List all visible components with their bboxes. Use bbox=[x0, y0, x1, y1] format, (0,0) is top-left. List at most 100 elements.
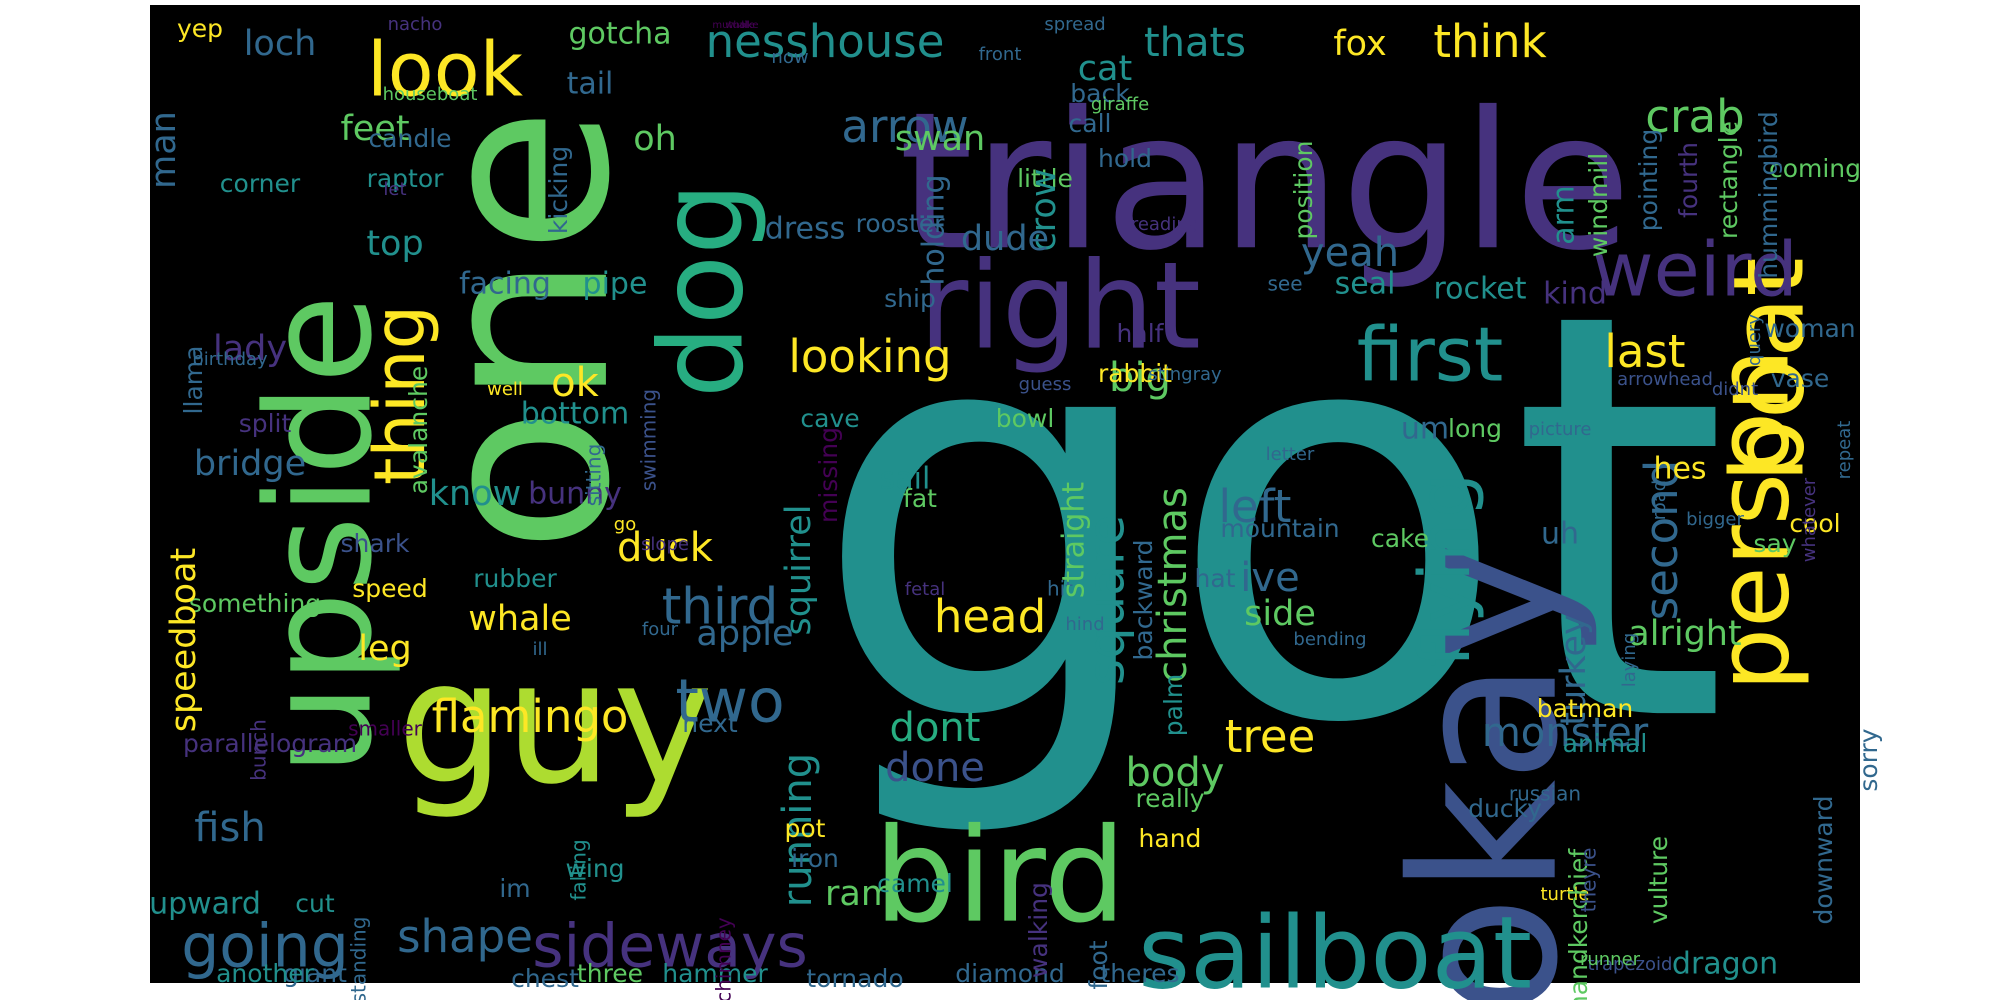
word-sorry: sorry bbox=[1854, 728, 1883, 791]
word-upward: upward bbox=[149, 887, 261, 922]
word-dont: dont bbox=[890, 705, 981, 751]
word-coming: coming bbox=[1769, 154, 1861, 183]
word-vulture: vulture bbox=[1644, 836, 1673, 924]
word-ill: ill bbox=[532, 639, 547, 660]
word-second: second bbox=[1635, 460, 1688, 621]
word-christmas: christmas bbox=[1150, 487, 1196, 683]
word-gotcha: gotcha bbox=[568, 17, 671, 52]
word-houseboat: houseboat bbox=[383, 84, 478, 105]
word-didnt: didnt bbox=[1712, 379, 1758, 400]
word-know: know bbox=[429, 474, 522, 514]
word-hummingbird: hummingbird bbox=[1754, 111, 1783, 279]
word-speedboat: speedboat bbox=[164, 548, 204, 733]
word-diamond: diamond bbox=[955, 959, 1065, 988]
word-another: another bbox=[216, 959, 314, 988]
word-sideways: sideways bbox=[532, 912, 808, 982]
word-straight: straight bbox=[1057, 482, 1092, 599]
word-right: right bbox=[919, 238, 1201, 377]
word-wing: wing bbox=[565, 854, 624, 883]
word-third: third bbox=[662, 578, 779, 636]
word-tail: tail bbox=[567, 67, 614, 102]
word-nacho: nacho bbox=[388, 14, 443, 35]
word-hit: hit bbox=[1047, 577, 1073, 601]
word-arm: arm bbox=[1547, 185, 1582, 244]
word-bigger: bigger bbox=[1686, 509, 1744, 530]
word-dragon: dragon bbox=[1672, 947, 1778, 982]
word-spread: spread bbox=[1044, 14, 1105, 35]
word-animal: animal bbox=[1563, 729, 1648, 758]
word-ive: ive bbox=[1240, 555, 1299, 601]
word-smaller: smaller bbox=[348, 717, 423, 741]
word-llama: llama bbox=[179, 346, 208, 415]
word-query: query bbox=[1744, 314, 1765, 366]
word-dude: dude bbox=[961, 219, 1049, 259]
word-pot: pot bbox=[785, 814, 826, 843]
word-three: three bbox=[577, 959, 643, 988]
word-now: now bbox=[771, 47, 808, 68]
word-split: split bbox=[239, 409, 292, 438]
word-whatever: whatever bbox=[1799, 477, 1820, 562]
word-missing: missing bbox=[814, 427, 843, 523]
word-turtle: turtle bbox=[1541, 884, 1590, 905]
word-dress: dress bbox=[765, 212, 845, 247]
word-thing: thing bbox=[359, 305, 441, 485]
word-ram: ram bbox=[825, 874, 895, 914]
word-upside: upside bbox=[236, 294, 405, 775]
word-weird: weird bbox=[1592, 226, 1797, 314]
word-palm: palm bbox=[1159, 674, 1188, 737]
word-hes: hes bbox=[1653, 452, 1706, 487]
word-cat: cat bbox=[1078, 49, 1132, 89]
word-im: im bbox=[499, 874, 530, 903]
word-next: next bbox=[682, 709, 738, 738]
word-lady: lady bbox=[213, 329, 287, 369]
word-seal: seal bbox=[1335, 267, 1396, 302]
word-thats: thats bbox=[1144, 20, 1246, 66]
word-back: back bbox=[1070, 79, 1130, 108]
word-crow: crow bbox=[1024, 169, 1064, 252]
word-first: first bbox=[1357, 311, 1504, 399]
word-flamingo: flamingo bbox=[432, 690, 629, 743]
word-two: two bbox=[675, 667, 784, 737]
word-russian: russian bbox=[1509, 782, 1581, 806]
word-done: done bbox=[885, 745, 985, 791]
word-looking: looking bbox=[788, 330, 951, 383]
word-raptor: raptor bbox=[367, 164, 445, 193]
word-swimming: swimming bbox=[637, 389, 661, 491]
word-fetal: fetal bbox=[905, 579, 946, 600]
word-left: left bbox=[1219, 480, 1292, 533]
word-cut: cut bbox=[295, 889, 335, 918]
word-call: call bbox=[1069, 109, 1112, 138]
word-okay: okay bbox=[1370, 542, 1603, 1000]
word-last: last bbox=[1604, 325, 1685, 378]
word-little: little bbox=[1017, 164, 1073, 193]
word-whole: whole bbox=[725, 20, 755, 31]
word-handkerchief: handkerchief bbox=[1564, 848, 1593, 1000]
word-kind: kind bbox=[1543, 277, 1607, 312]
word-crab: crab bbox=[1645, 90, 1744, 143]
word-parallelogram: parallelogram bbox=[183, 729, 357, 758]
word-rabbit: rabbit bbox=[1098, 359, 1172, 388]
word-yeah: yeah bbox=[1301, 230, 1399, 276]
word-mountain: mountain bbox=[1220, 514, 1339, 543]
word-bunch: bunch bbox=[247, 719, 271, 781]
word-yep: yep bbox=[177, 14, 223, 43]
word-hind: hind bbox=[1065, 614, 1104, 635]
word-got: got bbox=[811, 194, 1729, 846]
word-boat: boat bbox=[1709, 257, 1826, 482]
word-like: like bbox=[741, 20, 758, 31]
word-flying: flying bbox=[1404, 473, 1486, 667]
word-bottom: bottom bbox=[521, 397, 630, 432]
word-pipe: pipe bbox=[583, 267, 648, 302]
word-hat: hat bbox=[1195, 564, 1236, 593]
word-rectangle: rectangle bbox=[1714, 121, 1743, 239]
word-swan: swan bbox=[895, 119, 986, 159]
word-ship: ship bbox=[884, 284, 936, 313]
word-windmill: windmill bbox=[1584, 153, 1613, 257]
word-chimney: chimney bbox=[712, 917, 736, 1000]
word-something: something bbox=[189, 589, 321, 618]
word-picture: picture bbox=[1529, 419, 1592, 440]
word-repeat: repeat bbox=[1834, 421, 1855, 480]
word-let: let bbox=[383, 179, 406, 200]
word-trapezoid: trapezoid bbox=[1588, 954, 1673, 975]
word-shape: shape bbox=[397, 910, 533, 963]
